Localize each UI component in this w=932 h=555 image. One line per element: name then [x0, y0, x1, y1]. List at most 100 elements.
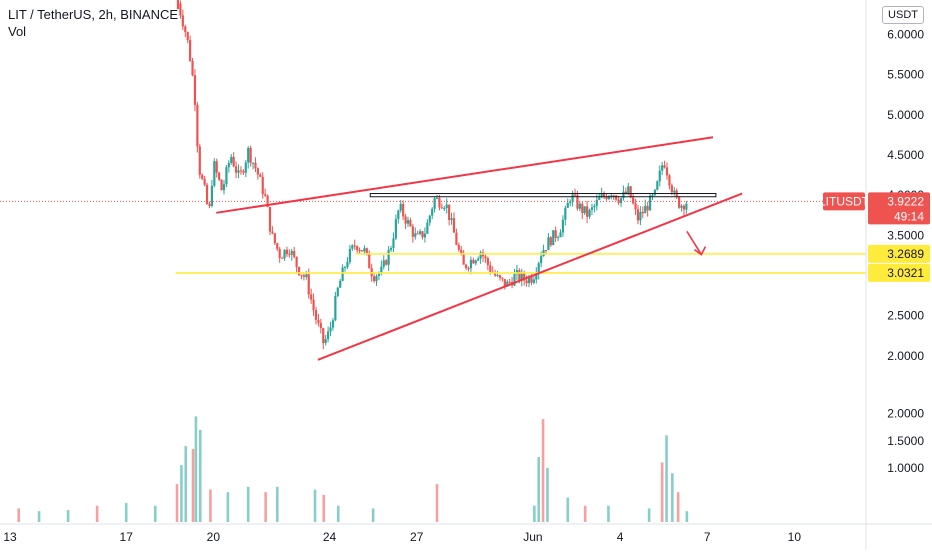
support-price-value: 3.2689: [887, 247, 924, 261]
candle-body: [314, 310, 318, 320]
candle-body: [351, 245, 354, 249]
candle-body: [530, 277, 533, 283]
time-axis-label: 17: [120, 530, 134, 544]
volume-bar: [336, 505, 340, 522]
candle-body: [339, 280, 342, 288]
candle-body: [578, 203, 581, 209]
volume-bar: [226, 492, 230, 522]
candle-body: [285, 249, 289, 255]
volume-bar: [533, 505, 536, 522]
volume-bar: [264, 492, 267, 522]
candle-body: [372, 276, 376, 282]
candle-body: [644, 205, 647, 214]
candle-body: [271, 231, 274, 234]
volume-bar: [153, 505, 157, 522]
candle-body: [540, 256, 543, 264]
candle-body: [501, 277, 504, 280]
candle-body: [261, 176, 264, 195]
volume-bar: [209, 489, 212, 522]
candle-body: [193, 75, 197, 105]
candle-body: [556, 237, 560, 239]
candle-body: [363, 248, 366, 252]
symbol-price-tag: [823, 192, 865, 211]
candle-body: [406, 220, 410, 224]
candle-body: [450, 218, 453, 220]
candle-body: [477, 258, 480, 261]
candle-body: [472, 259, 475, 264]
candle-body: [416, 233, 419, 235]
candle-body: [561, 219, 565, 233]
candle-body: [235, 166, 238, 173]
candle-body: [220, 179, 223, 191]
candle-body: [685, 203, 688, 210]
candle-body: [445, 204, 448, 208]
candle-body: [360, 250, 364, 252]
candle-body: [341, 267, 344, 281]
candle-body: [656, 181, 659, 190]
time-axis-label: 4: [617, 530, 624, 544]
candle-body: [474, 260, 477, 264]
candle-body: [377, 272, 381, 276]
volume-bar: [275, 486, 279, 522]
price-axis-label: 5.5000: [887, 68, 924, 82]
candle-body: [682, 205, 686, 210]
candle-body: [288, 254, 291, 256]
candle-body: [452, 218, 456, 233]
volume-axis-label: 1.5000: [887, 434, 924, 448]
candle-body: [518, 270, 521, 281]
candle-body: [353, 245, 356, 247]
support-price-value: 3.0321: [887, 266, 924, 280]
volume-indicator-label[interactable]: Vol: [8, 24, 27, 39]
candle-body: [385, 260, 388, 265]
candle-body: [508, 281, 511, 283]
candle-body: [523, 273, 526, 281]
candle-body: [237, 170, 240, 173]
currency-button[interactable]: USDT: [882, 6, 924, 24]
candle-body: [612, 195, 615, 197]
candle-body: [293, 250, 296, 257]
volume-bar: [583, 505, 587, 522]
drawings-layer: [0, 136, 866, 361]
candle-body: [448, 204, 451, 220]
candle-body: [176, 0, 180, 10]
candle-body: [619, 198, 623, 204]
candle-body: [525, 280, 528, 284]
projection-arrow-shaft: [686, 230, 703, 256]
symbol-title[interactable]: LIT / TetherUS, 2h, BINANCE: [8, 7, 179, 22]
candle-body: [239, 170, 243, 172]
candle-body: [440, 207, 443, 209]
candle-body: [537, 263, 540, 274]
candle-body: [641, 211, 644, 214]
volume-bar: [246, 486, 250, 522]
candle-body: [179, 3, 182, 16]
candle-body: [615, 195, 618, 200]
candle-body: [307, 274, 310, 295]
candle-body: [273, 233, 276, 244]
candle-body: [191, 60, 194, 76]
symbol-tag-label: LITUSDT: [819, 194, 870, 208]
wedge-lower-trendline: [317, 192, 743, 361]
volume-bar: [685, 511, 689, 522]
candle-body: [387, 249, 390, 265]
candle-body: [336, 287, 339, 296]
candle-body: [627, 186, 630, 194]
volume-bar: [537, 457, 541, 522]
candle-body: [305, 274, 308, 277]
candle-body: [399, 203, 402, 211]
candle-body: [358, 250, 361, 252]
candle-body: [225, 167, 228, 185]
volume-bar: [546, 467, 549, 522]
candle-body: [268, 206, 272, 232]
candle-body: [181, 15, 184, 27]
candle-body: [205, 184, 209, 204]
candle-body: [230, 156, 233, 164]
volume-axis-label: 2.0000: [887, 407, 924, 421]
volume-bar: [541, 419, 545, 522]
volume-bar: [660, 462, 664, 522]
candle-body: [297, 267, 301, 275]
candle-body: [486, 258, 489, 266]
candle-body: [467, 268, 470, 270]
candle-body: [392, 238, 395, 249]
